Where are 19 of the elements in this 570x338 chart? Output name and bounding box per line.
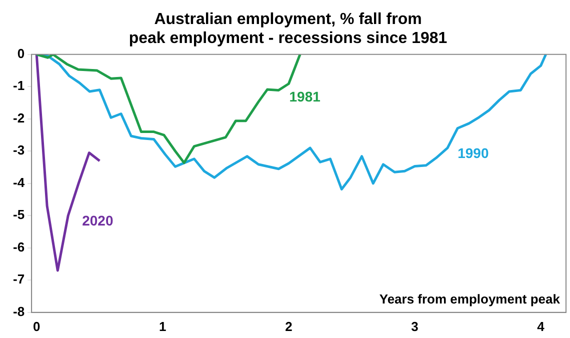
y-tick-label: -3: [12, 142, 25, 158]
x-tick-label: 2: [285, 318, 292, 334]
y-tick-label: -8: [12, 304, 25, 319]
x-axis-title: Years from employment peak: [379, 291, 561, 306]
y-tick-label: -1: [12, 78, 25, 94]
x-tick-label: 1: [159, 318, 166, 334]
chart-title: Australian employment, % fall from peak employment - recessions since 1981: [128, 11, 448, 48]
y-tick-label: -2: [12, 110, 25, 126]
y-tick-label: -4: [12, 174, 26, 190]
x-tick-label: 0: [32, 318, 40, 334]
series-label: 2020: [82, 212, 114, 229]
x-tick-label: 3: [411, 318, 418, 334]
series-label: 1981: [289, 88, 321, 104]
y-tick-label: 0: [17, 46, 25, 61]
y-tick-label: -7: [12, 272, 25, 287]
y-tick-label: -5: [12, 207, 25, 222]
x-tick-label: 4: [537, 318, 546, 334]
series-label: 1990: [458, 145, 489, 162]
y-tick-label: -6: [12, 239, 25, 254]
